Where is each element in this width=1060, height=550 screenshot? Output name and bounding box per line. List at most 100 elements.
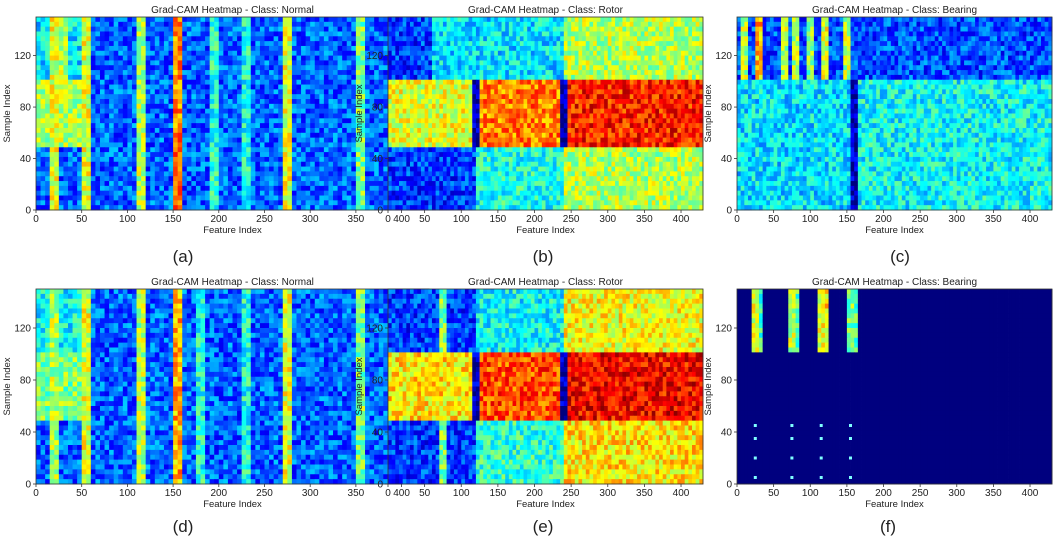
- heatmap-cell: [173, 109, 178, 114]
- heatmap-cell: [264, 167, 269, 172]
- heatmap-cell: [77, 22, 82, 27]
- heatmap-cell: [283, 75, 288, 80]
- heatmap-cell: [301, 200, 306, 205]
- heatmap-cell: [169, 75, 174, 80]
- heatmap-cell: [351, 176, 356, 181]
- heatmap-cell: [219, 142, 224, 147]
- heatmap-cell: [50, 94, 55, 99]
- heatmap-cell: [379, 75, 384, 80]
- heatmap-cell: [77, 27, 82, 32]
- heatmap-cell: [333, 89, 338, 94]
- heatmap-cell: [91, 22, 96, 27]
- heatmap-cell: [287, 191, 292, 196]
- heatmap-cell: [141, 65, 146, 70]
- heatmap-cell: [301, 60, 306, 65]
- heatmap-cell: [251, 181, 256, 186]
- heatmap-cell: [223, 70, 228, 75]
- heatmap-cell: [100, 60, 105, 65]
- heatmap-cell: [228, 104, 233, 109]
- heatmap-cell: [86, 41, 91, 46]
- heatmap-cell: [50, 171, 55, 176]
- heatmap-cell: [169, 114, 174, 119]
- heatmap-cell: [63, 70, 68, 75]
- heatmap-cell: [82, 157, 87, 162]
- heatmap-cell: [480, 22, 484, 27]
- heatmap-cell: [301, 65, 306, 70]
- heatmap-cell: [347, 104, 352, 109]
- heatmap-cell: [260, 109, 265, 114]
- heatmap-cell: [365, 80, 370, 85]
- heatmap-cell: [73, 147, 78, 152]
- heatmap-cell: [615, 22, 619, 27]
- heatmap-cell: [242, 104, 247, 109]
- heatmap-cell: [283, 167, 288, 172]
- heatmap-cell: [114, 99, 119, 104]
- heatmap-cell: [201, 70, 206, 75]
- heatmap-cell: [251, 89, 256, 94]
- heatmap-cell: [360, 152, 365, 157]
- heatmap-cell: [269, 128, 274, 133]
- heatmap-cell: [301, 162, 306, 167]
- heatmap-cell: [159, 171, 164, 176]
- heatmap-cell: [164, 31, 169, 36]
- heatmap-cell: [105, 36, 110, 41]
- heatmap-cell: [205, 176, 210, 181]
- heatmap-cell: [137, 94, 142, 99]
- heatmap-cell: [91, 70, 96, 75]
- heatmap-cell: [118, 191, 123, 196]
- heatmap-cell: [370, 147, 375, 152]
- heatmap-cell: [86, 152, 91, 157]
- heatmap-cell: [278, 128, 283, 133]
- heatmap-cell: [100, 17, 105, 22]
- heatmap-cell: [283, 191, 288, 196]
- heatmap-cell: [414, 27, 418, 32]
- heatmap-cell: [315, 46, 320, 51]
- heatmap-cell: [688, 17, 692, 22]
- heatmap-cell: [324, 89, 329, 94]
- heatmap-cell: [63, 157, 68, 162]
- heatmap-cell: [319, 89, 324, 94]
- heatmap-cell: [342, 65, 347, 70]
- heatmap-cell: [100, 133, 105, 138]
- heatmap-cell: [219, 171, 224, 176]
- heatmap-cell: [347, 94, 352, 99]
- heatmap-cell: [681, 27, 685, 32]
- heatmap-cell: [59, 181, 64, 186]
- heatmap-cell: [283, 147, 288, 152]
- heatmap-cell: [114, 41, 119, 46]
- heatmap-cell: [319, 118, 324, 123]
- heatmap-cell: [105, 200, 110, 205]
- heatmap-cell: [242, 36, 247, 41]
- heatmap-cell: [237, 118, 242, 123]
- heatmap-cell: [73, 22, 78, 27]
- heatmap-cell: [351, 56, 356, 61]
- heatmap-cell: [356, 56, 361, 61]
- heatmap-cell: [169, 46, 174, 51]
- heatmap-cell: [333, 152, 338, 157]
- heatmap-cell: [41, 167, 46, 172]
- heatmap-cell: [578, 27, 582, 32]
- heatmap-cell: [173, 128, 178, 133]
- heatmap-cell: [187, 162, 192, 167]
- heatmap-cell: [246, 176, 251, 181]
- heatmap-cell: [644, 22, 648, 27]
- heatmap-cell: [109, 147, 114, 152]
- heatmap-cell: [260, 17, 265, 22]
- heatmap-cell: [150, 109, 155, 114]
- heatmap-cell: [556, 17, 560, 22]
- heatmap-cell: [251, 176, 256, 181]
- heatmap-cell: [269, 65, 274, 70]
- heatmap-cell: [127, 162, 132, 167]
- heatmap-cell: [379, 70, 384, 75]
- heatmap-cell: [692, 27, 696, 32]
- heatmap-cell: [255, 36, 260, 41]
- heatmap-cell: [109, 36, 114, 41]
- heatmap-cell: [237, 60, 242, 65]
- heatmap-cell: [68, 89, 73, 94]
- heatmap-cell: [333, 200, 338, 205]
- heatmap-cell: [82, 31, 87, 36]
- heatmap-cell: [77, 70, 82, 75]
- heatmap-cell: [82, 167, 87, 172]
- heatmap-cell: [86, 147, 91, 152]
- heatmap-cell: [114, 109, 119, 114]
